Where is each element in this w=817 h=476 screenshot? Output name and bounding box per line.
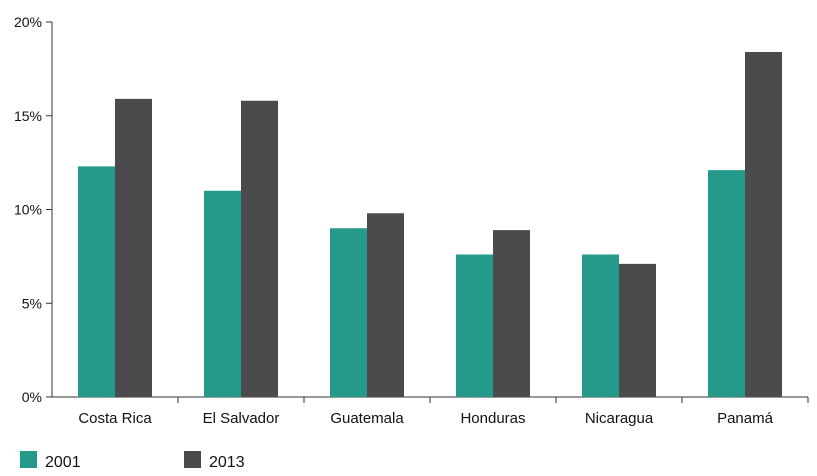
bar-2001 <box>456 254 493 397</box>
category-label: Costa Rica <box>78 410 152 427</box>
legend-label: 2001 <box>45 454 81 471</box>
legend-label: 2013 <box>209 454 245 471</box>
category-label: Nicaragua <box>585 410 654 427</box>
y-tick-label: 15% <box>14 108 42 124</box>
legend: 2001 2013 <box>20 451 245 471</box>
y-tick-label: 10% <box>14 202 42 218</box>
bars <box>78 52 782 397</box>
bar-2013 <box>745 52 782 397</box>
y-tick-label: 5% <box>22 295 42 311</box>
bar-2013 <box>367 213 404 397</box>
bar-2013 <box>241 100 278 397</box>
y-tick-label: 0% <box>22 389 42 405</box>
category-label: Guatemala <box>330 410 404 427</box>
category-label: El Salvador <box>203 410 280 427</box>
bar-2001 <box>330 228 367 397</box>
bar-2013 <box>115 98 152 397</box>
category-label: Honduras <box>460 410 525 427</box>
axis-labels: 0% 5% 10% 15% 20% Costa Rica El Salvador Guatem… <box>14 14 774 427</box>
axes <box>46 21 809 403</box>
bar-2001 <box>204 190 241 397</box>
y-tick-label: 20% <box>14 14 42 30</box>
legend-swatch-2001 <box>20 451 37 468</box>
bar-2013 <box>493 230 530 397</box>
legend-swatch-2013 <box>184 451 201 468</box>
category-label: Panamá <box>717 410 774 427</box>
bar-2001 <box>78 166 115 397</box>
bar-2001 <box>582 254 619 397</box>
bar-2013 <box>619 263 656 397</box>
bar-2001 <box>708 170 745 397</box>
